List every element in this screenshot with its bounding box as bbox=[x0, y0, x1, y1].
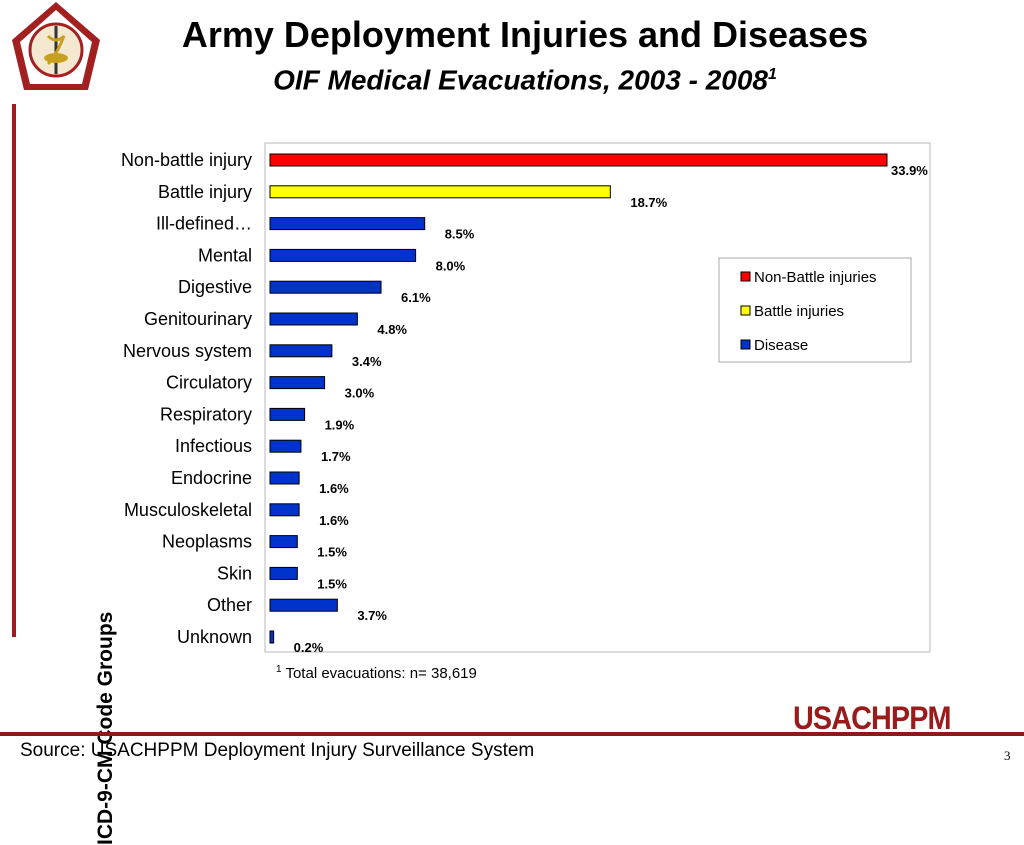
footnote: 1 Total evacuations: n= 38,619 bbox=[276, 664, 477, 682]
bar-12 bbox=[269, 535, 298, 549]
value-label: 3.4% bbox=[352, 354, 382, 369]
bar-11 bbox=[269, 503, 300, 517]
value-label: 8.0% bbox=[436, 258, 466, 273]
category-label: Skin bbox=[217, 563, 252, 583]
category-label: Ill-defined… bbox=[156, 214, 252, 234]
source-note: Source: USACHPPM Deployment Injury Surve… bbox=[20, 740, 535, 761]
legend-label-disease: Disease bbox=[754, 337, 808, 354]
bar-15 bbox=[269, 630, 275, 644]
bar-13 bbox=[269, 566, 298, 580]
category-label: Musculoskeletal bbox=[124, 500, 252, 520]
bar-3 bbox=[269, 248, 417, 262]
page-subtitle: OIF Medical Evacuations, 2003 - 20081 bbox=[110, 58, 940, 97]
subtitle-text: OIF Medical Evacuations, 2003 - 2008 bbox=[273, 64, 768, 96]
category-label: Infectious bbox=[175, 436, 252, 456]
category-label: Genitourinary bbox=[144, 309, 252, 329]
conservare-salutem-seal bbox=[12, 2, 100, 90]
bar-14 bbox=[269, 598, 338, 612]
legend-swatch-battle bbox=[740, 305, 751, 316]
bar-2 bbox=[269, 217, 426, 231]
legend-swatch-nonbattle bbox=[740, 271, 751, 282]
subtitle-footnote-marker: 1 bbox=[768, 66, 777, 83]
value-label: 1.6% bbox=[319, 481, 349, 496]
bar-6 bbox=[269, 344, 333, 358]
category-label: Non-battle injury bbox=[121, 150, 252, 170]
value-label: 18.7% bbox=[630, 195, 667, 210]
category-label: Circulatory bbox=[166, 373, 252, 393]
bar-4 bbox=[269, 280, 382, 294]
value-label: 3.7% bbox=[357, 608, 387, 623]
category-label: Nervous system bbox=[123, 341, 252, 361]
usachppm-logo-text: USACHPPM bbox=[793, 700, 952, 736]
value-label: 1.6% bbox=[319, 513, 349, 528]
evacuations-bar-chart: Non-battle injury 33.9% Battle injury 18.7%… bbox=[121, 142, 931, 655]
value-label: 4.8% bbox=[377, 322, 407, 337]
value-label: 8.5% bbox=[445, 227, 475, 242]
value-label: 3.0% bbox=[345, 386, 375, 401]
category-label: Unknown bbox=[177, 627, 252, 647]
footnote-text: Total evacuations: n= 38,619 bbox=[285, 665, 477, 682]
value-label: 0.2% bbox=[294, 640, 324, 655]
value-label: 1.7% bbox=[321, 449, 351, 464]
plot-area-frame bbox=[264, 142, 931, 653]
value-label: 6.1% bbox=[401, 290, 431, 305]
legend-swatch-disease bbox=[740, 339, 751, 350]
footer-rule bbox=[0, 732, 1024, 736]
footnote-marker: 1 bbox=[276, 664, 282, 675]
category-label: Mental bbox=[198, 245, 252, 265]
left-accent-rule bbox=[12, 104, 16, 637]
category-label: Digestive bbox=[178, 277, 252, 297]
legend-box bbox=[718, 257, 912, 363]
page-number: 3 bbox=[1004, 748, 1011, 763]
bar-7 bbox=[269, 376, 326, 390]
legend-label-nonbattle: Non-Battle injuries bbox=[754, 269, 877, 286]
page-title: Army Deployment Injuries and Diseases bbox=[181, 14, 869, 55]
bar-0 bbox=[269, 153, 888, 167]
value-label: 1.5% bbox=[317, 545, 347, 560]
category-label: Endocrine bbox=[171, 468, 252, 488]
legend-label-battle: Battle injuries bbox=[754, 303, 844, 320]
value-label: 33.9% bbox=[891, 163, 928, 178]
category-label: Other bbox=[207, 595, 252, 615]
bar-1 bbox=[269, 185, 611, 199]
bar-10 bbox=[269, 471, 300, 485]
bar-9 bbox=[269, 439, 302, 453]
value-label: 1.9% bbox=[325, 417, 355, 432]
value-label: 1.5% bbox=[317, 576, 347, 591]
category-label: Respiratory bbox=[160, 404, 252, 424]
bar-8 bbox=[269, 407, 306, 421]
category-label: Battle injury bbox=[158, 182, 252, 202]
bar-5 bbox=[269, 312, 358, 326]
category-label: Neoplasms bbox=[162, 532, 252, 552]
